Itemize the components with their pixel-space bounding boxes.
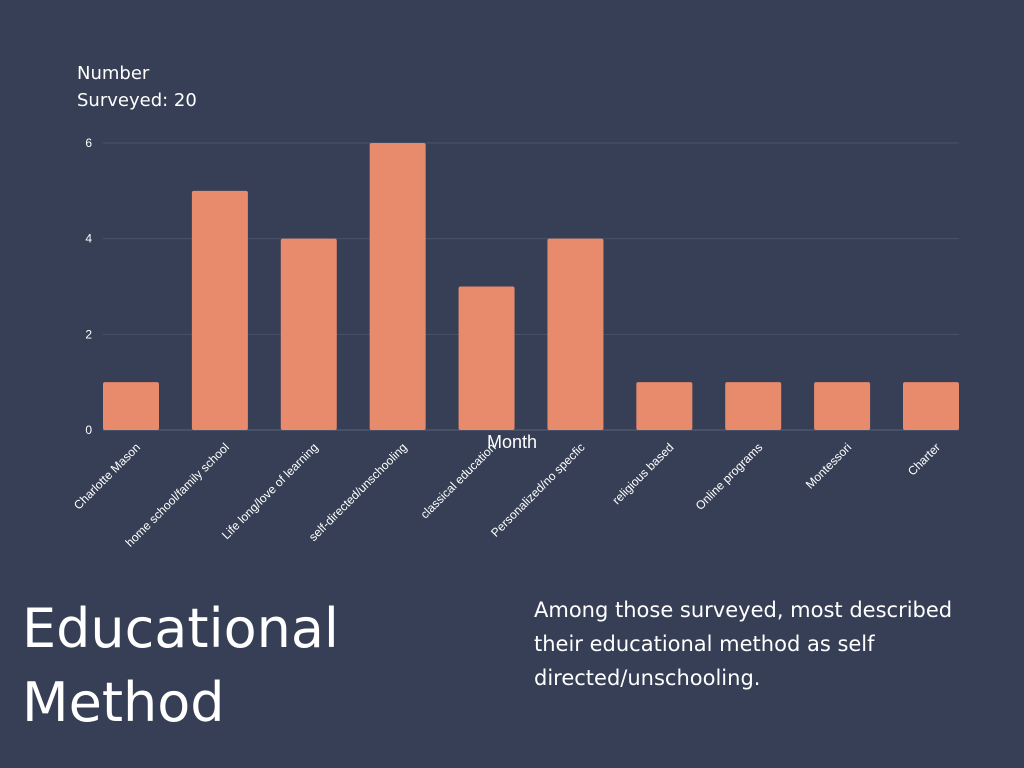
- bar: [903, 382, 959, 430]
- bar: [191, 190, 248, 430]
- x-tick-label: home school/family school: [123, 440, 232, 549]
- y-tick-label: 6: [85, 136, 92, 150]
- x-tick-label: religious based: [609, 440, 676, 507]
- y-tick-label: 0: [85, 423, 92, 437]
- x-tick-label: Charter: [905, 440, 943, 478]
- x-tick-label: Charlotte Mason: [71, 440, 143, 512]
- slide-title: Educational Method: [22, 592, 442, 740]
- y-tick-label: 4: [85, 232, 92, 246]
- x-tick-label: Montessori: [803, 440, 854, 491]
- x-tick-label: Life long/love of learning: [219, 440, 321, 542]
- bar: [636, 382, 693, 430]
- bar: [103, 382, 159, 430]
- bar: [369, 143, 426, 430]
- x-tick-label: Personalized/no specfic: [488, 440, 588, 540]
- x-tick-label: classical education: [418, 440, 499, 521]
- bar: [725, 382, 782, 430]
- x-tick-label: self-directed/unschooling: [306, 440, 410, 544]
- y-axis-label-line2: Surveyed: 20: [77, 90, 197, 111]
- slide-title-line2: Method: [22, 671, 225, 734]
- y-tick-label: 2: [85, 327, 92, 341]
- y-axis-label: Number Surveyed: 20: [77, 60, 237, 114]
- slide-title-line1: Educational: [22, 597, 339, 660]
- x-axis-label: Month: [487, 432, 537, 452]
- bar: [458, 286, 515, 430]
- x-tick-label: Online programs: [693, 440, 766, 513]
- bar: [280, 238, 337, 430]
- slide-caption: Among those surveyed, most described the…: [534, 598, 953, 690]
- bar: [814, 382, 871, 430]
- bar: [547, 238, 604, 430]
- y-axis-label-line1: Number: [77, 63, 150, 84]
